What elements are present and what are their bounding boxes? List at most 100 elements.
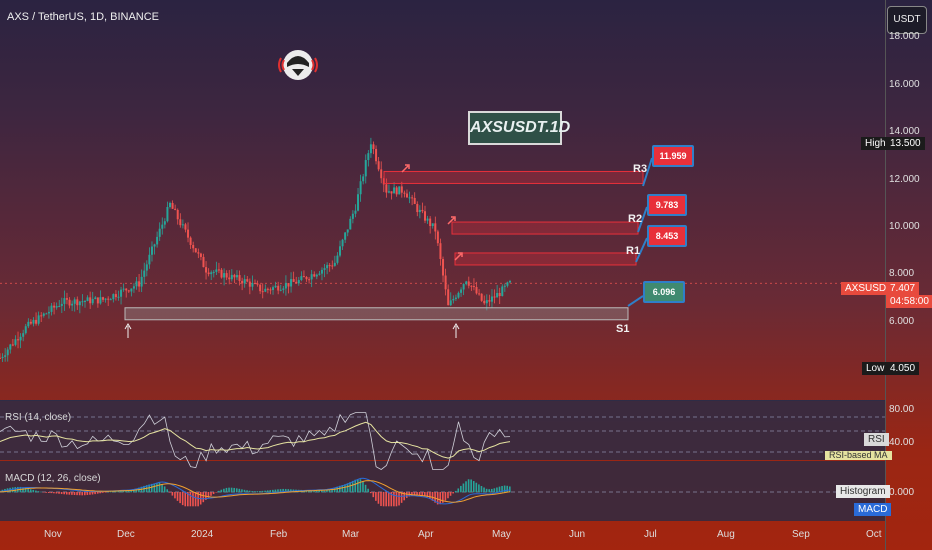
candle-body: [145, 264, 148, 271]
macd-histogram-bar: [132, 489, 135, 493]
macd-histogram-bar: [264, 490, 266, 493]
candle-body: [76, 299, 79, 306]
macd-histogram-bar: [58, 492, 60, 494]
candle-body: [496, 293, 499, 298]
candle-body: [73, 299, 76, 304]
candle-body: [132, 286, 135, 289]
tag-pointer: [635, 237, 648, 263]
macd-histogram-bar: [323, 490, 326, 493]
candle-body: [27, 321, 30, 327]
candle-body: [269, 289, 272, 291]
candle-body: [470, 285, 473, 287]
macd-histogram-bar: [174, 492, 176, 499]
candle-body: [14, 339, 17, 345]
macd-histogram-bar: [405, 492, 408, 498]
candle-body: [1, 356, 4, 358]
candle-body: [449, 300, 452, 306]
quote-currency-button[interactable]: USDT: [887, 6, 927, 34]
candle-body: [454, 297, 457, 299]
candle-body: [277, 285, 280, 291]
candle-body: [351, 213, 354, 219]
candle-body: [426, 218, 429, 221]
macd-histogram-bar: [181, 492, 184, 506]
x-tick: Dec: [117, 529, 135, 540]
macd-histogram-bar: [460, 485, 462, 493]
candle-body: [413, 197, 416, 204]
candle-body: [398, 186, 401, 195]
macd-histogram-bar: [490, 488, 493, 493]
macd-histogram-bar: [372, 492, 375, 498]
macd-histogram-bar: [339, 485, 341, 493]
candle-body: [418, 209, 421, 213]
macd-histogram-bar: [362, 481, 364, 493]
s1-zone: [124, 307, 629, 321]
candle-body: [42, 313, 45, 316]
candle-body: [184, 224, 187, 230]
macd-histogram-bar: [341, 484, 344, 493]
candle-body: [385, 184, 388, 193]
candle-body: [279, 289, 282, 291]
candle-body: [176, 209, 179, 220]
candle-body: [169, 202, 171, 207]
symbol-box: AXSUSDT.1D: [468, 111, 570, 145]
candle-body: [150, 246, 153, 255]
candle-body: [367, 153, 370, 161]
macd-histogram-bar: [223, 488, 225, 493]
candle-body: [462, 284, 465, 290]
rsi-label: RSI: [864, 433, 889, 446]
candle-body: [63, 298, 66, 304]
macd-histogram-bar: [393, 492, 395, 507]
candle-body: [225, 273, 228, 278]
macd-histogram-bar: [163, 486, 166, 493]
price-tick: 16.000: [889, 79, 920, 90]
macd-histogram-bar: [398, 492, 400, 506]
macd-histogram-bar: [375, 492, 377, 501]
candle-body: [320, 269, 323, 274]
macd-histogram-bar: [416, 492, 418, 496]
candle-body: [235, 275, 238, 278]
x-tick: May: [492, 529, 511, 540]
macd-histogram-bar: [184, 492, 187, 507]
x-tick: 2024: [191, 529, 214, 540]
candle-body: [439, 243, 442, 260]
candle-body: [357, 194, 360, 211]
macd-histogram-bar: [166, 489, 169, 493]
macd-histogram-bar: [344, 484, 346, 493]
tag-pointer: [642, 157, 653, 187]
candle-body: [94, 297, 97, 300]
macd-histogram-bar: [346, 483, 349, 493]
macd-histogram-bar: [40, 491, 42, 493]
price-tick: 6.000: [889, 316, 915, 327]
macd-histogram-bar: [380, 492, 382, 507]
candle-body: [434, 223, 437, 232]
macd-histogram-bar: [284, 488, 287, 493]
candle-body: [264, 288, 267, 292]
macd-histogram-bar: [503, 485, 506, 493]
candle-body: [96, 297, 99, 304]
candle-body: [493, 296, 496, 298]
candle-body: [457, 292, 460, 298]
candle-body: [424, 211, 426, 221]
macd-histogram-bar: [454, 490, 457, 493]
macd-histogram-bar: [68, 492, 71, 495]
macd-histogram-bar: [444, 492, 447, 501]
candle-body: [452, 298, 455, 301]
candle-body: [498, 293, 501, 297]
candle-body: [212, 271, 215, 273]
candle-body: [315, 274, 318, 277]
macd-histogram-bar: [400, 492, 403, 503]
candle-body: [233, 274, 236, 278]
candle-body: [189, 237, 192, 245]
candle-body: [248, 281, 251, 287]
macd-histogram-bar: [354, 479, 357, 493]
candle-body: [266, 288, 269, 290]
macd-histogram-bar: [442, 492, 444, 503]
macd-histogram-bar: [94, 492, 96, 495]
candle-body: [158, 228, 161, 237]
candle-body: [344, 232, 347, 240]
candle-body: [431, 223, 434, 227]
candle-body: [50, 305, 53, 312]
candle-body: [53, 305, 56, 308]
macd-histogram-bar: [233, 487, 235, 493]
level-tag-r1: 8.453: [647, 225, 687, 247]
